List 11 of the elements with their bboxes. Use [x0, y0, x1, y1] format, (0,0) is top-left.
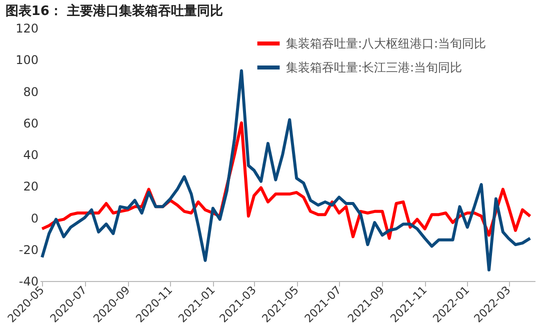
y-tick-label: 60: [23, 116, 38, 130]
y-tick-label: 20: [23, 180, 38, 194]
legend-label: 集装箱吞吐量:八大枢纽港口:当旬同比: [286, 36, 486, 50]
y-tick-label: 120: [16, 22, 38, 36]
y-tick-label: 100: [16, 53, 38, 68]
y-tick-label: 80: [23, 84, 38, 99]
y-tick-label: 0: [30, 211, 38, 226]
y-tick-label: 40: [23, 148, 38, 162]
y-tick-label: -20: [18, 242, 38, 257]
legend-label: 集装箱吞吐量:长江三港:当旬同比: [286, 60, 462, 74]
chart-title: 图表16： 主要港口集装箱吞吐量同比: [5, 3, 223, 19]
